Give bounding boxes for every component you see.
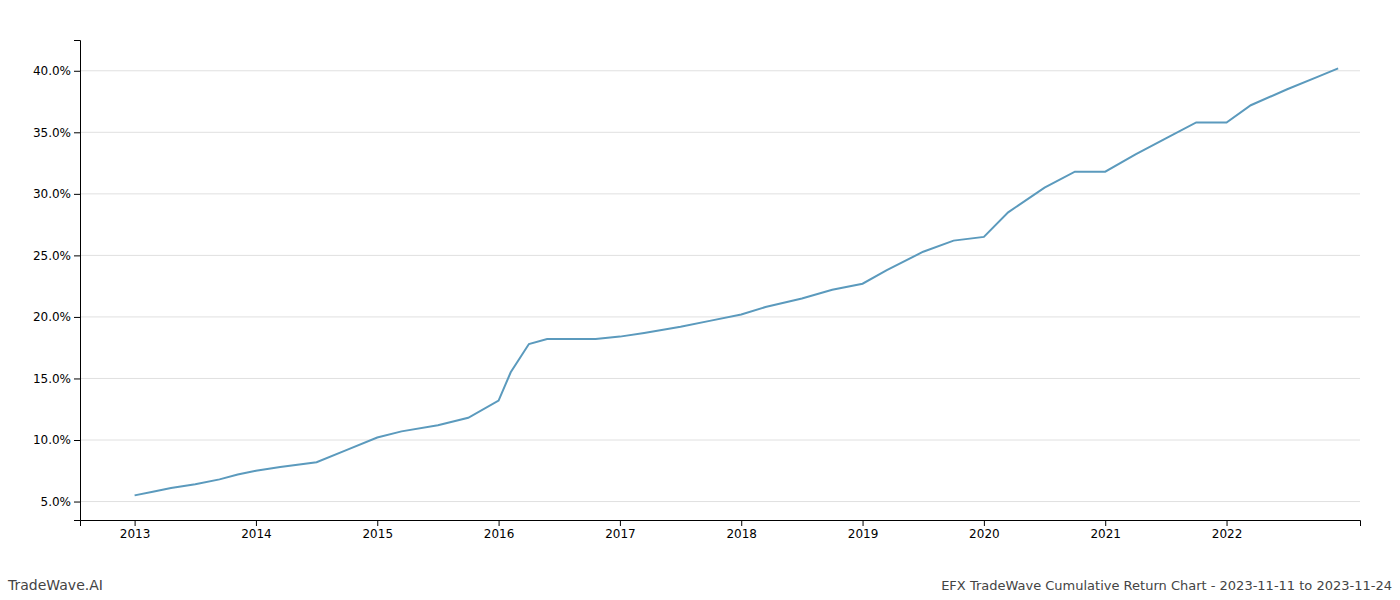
x-tick-mark bbox=[1105, 520, 1106, 526]
y-tick-mark bbox=[74, 71, 80, 72]
x-axis-line bbox=[81, 521, 1361, 527]
x-tick: 2022 bbox=[1212, 520, 1243, 541]
plot: 2013 2014 2015 2016 2017 2018 2019 2020 2021 2022… bbox=[33, 41, 1361, 541]
grid-line bbox=[80, 70, 1360, 71]
y-tick: 35.0% bbox=[33, 126, 80, 140]
y-tick-mark bbox=[74, 194, 80, 195]
y-tick-label: 20.0% bbox=[33, 310, 71, 324]
x-tick-label: 2017 bbox=[605, 527, 636, 541]
x-tick-label: 2022 bbox=[1212, 527, 1243, 541]
y-tick-mark bbox=[74, 317, 80, 318]
y-tick-mark bbox=[74, 255, 80, 256]
x-tick: 2021 bbox=[1090, 520, 1121, 541]
y-tick: 10.0% bbox=[33, 433, 80, 447]
watermark: TradeWave.AI bbox=[7, 577, 103, 593]
y-tick-label: 30.0% bbox=[33, 187, 71, 201]
y-tick-mark bbox=[74, 502, 80, 503]
y-tick-mark bbox=[74, 378, 80, 379]
y-tick: 25.0% bbox=[33, 249, 80, 263]
x-tick-mark bbox=[741, 520, 742, 526]
y-tick: 40.0% bbox=[33, 64, 80, 78]
y-tick: 5.0% bbox=[41, 495, 81, 509]
grid-line bbox=[80, 255, 1360, 256]
x-tick-mark bbox=[499, 520, 500, 526]
x-tick: 2019 bbox=[848, 520, 879, 541]
y-tick-mark bbox=[74, 132, 80, 133]
y-axis: 5.0% 10.0% 15.0% 20.0% 25.0% 30.0% 35.0% 40.0% bbox=[33, 41, 81, 521]
x-tick-mark bbox=[377, 520, 378, 526]
x-tick-label: 2021 bbox=[1090, 527, 1121, 541]
y-tick: 20.0% bbox=[33, 310, 80, 324]
x-tick: 2018 bbox=[726, 520, 757, 541]
title: EFX TradeWave Cumulative Return Chart - … bbox=[941, 578, 1392, 593]
y-tick-label: 40.0% bbox=[33, 64, 71, 78]
grid-line bbox=[80, 440, 1360, 441]
y-tick-label: 25.0% bbox=[33, 249, 71, 263]
line bbox=[135, 68, 1339, 495]
x-axis: 2013 2014 2015 2016 2017 2018 2019 2020 2021 2022 bbox=[81, 520, 1361, 541]
x-tick: 2016 bbox=[484, 520, 515, 541]
grid-line bbox=[80, 193, 1360, 194]
x-tick-mark bbox=[256, 520, 257, 526]
y-tick-label: 15.0% bbox=[33, 372, 71, 386]
grid-line bbox=[80, 132, 1360, 133]
x-tick-mark bbox=[984, 520, 985, 526]
x-tick-label: 2016 bbox=[484, 527, 515, 541]
y-tick-label: 35.0% bbox=[33, 126, 71, 140]
chart: 2013 2014 2015 2016 2017 2018 2019 2020 2021 2022… bbox=[0, 0, 1400, 600]
x-tick-label: 2014 bbox=[241, 527, 272, 541]
x-tick-mark bbox=[863, 520, 864, 526]
x-tick-label: 2019 bbox=[848, 527, 879, 541]
x-tick-label: 2015 bbox=[362, 527, 393, 541]
x-tick: 2013 bbox=[120, 520, 151, 541]
x-tick-mark bbox=[1227, 520, 1228, 526]
x-tick: 2015 bbox=[362, 520, 393, 541]
x-tick-label: 2018 bbox=[726, 527, 757, 541]
y-axis-line bbox=[74, 41, 81, 521]
x-tick-mark bbox=[620, 520, 621, 526]
y-tick: 30.0% bbox=[33, 187, 80, 201]
y-tick-mark bbox=[74, 440, 80, 441]
y-tick-label: 5.0% bbox=[41, 495, 72, 509]
y-tick: 15.0% bbox=[33, 372, 80, 386]
grid-line bbox=[80, 501, 1360, 502]
y-tick-label: 10.0% bbox=[33, 433, 71, 447]
x-tick: 2020 bbox=[969, 520, 1000, 541]
x-tick-label: 2020 bbox=[969, 527, 1000, 541]
marks bbox=[135, 68, 1339, 495]
grid-line bbox=[80, 316, 1360, 317]
x-tick-mark bbox=[135, 520, 136, 526]
grid bbox=[80, 71, 1360, 502]
x-tick: 2017 bbox=[605, 520, 636, 541]
grid-line bbox=[80, 378, 1360, 379]
x-tick: 2014 bbox=[241, 520, 272, 541]
x-tick-label: 2013 bbox=[120, 527, 151, 541]
